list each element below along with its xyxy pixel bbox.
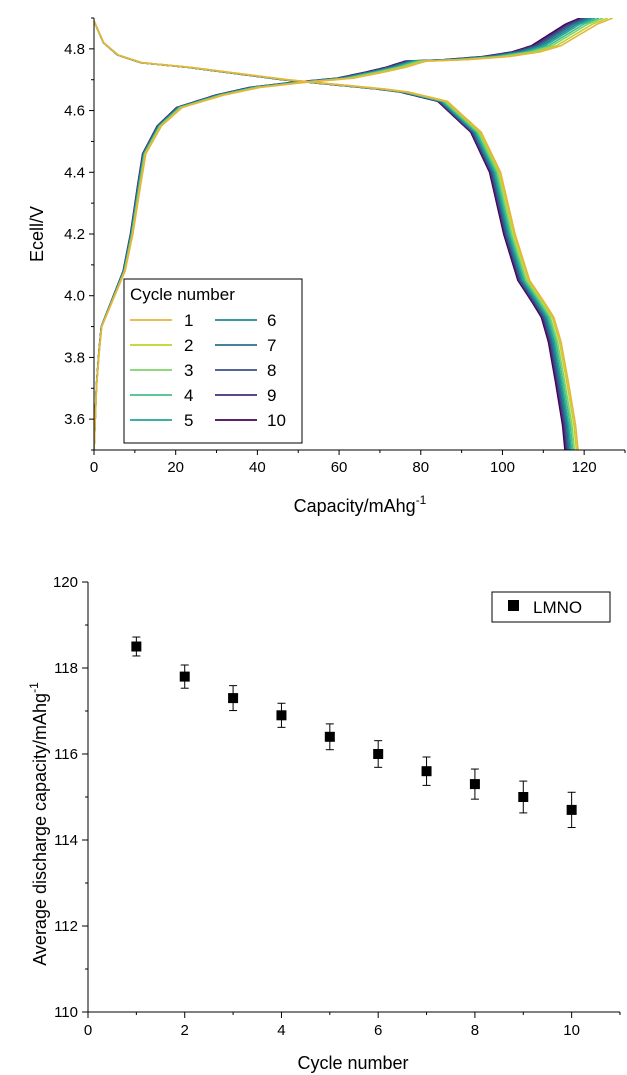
legend-box xyxy=(123,278,303,444)
data-point xyxy=(566,804,577,815)
data-point xyxy=(131,641,142,652)
y-tick-label: 118 xyxy=(54,660,78,677)
y-axis-label: Ecell/V xyxy=(27,206,47,262)
y-tick-label: 116 xyxy=(54,746,78,763)
y-tick-label: 3.6 xyxy=(64,411,85,428)
y-tick-label: 4.4 xyxy=(64,164,85,181)
x-tick-label: 20 xyxy=(167,459,184,476)
discharge-curve-1 xyxy=(94,20,579,450)
y-tick-label: 4.8 xyxy=(64,41,85,58)
legend-label-5: 5 xyxy=(184,411,193,430)
voltage-capacity-panel: 0 20 40 60 80 100 120 3.6 3.8 4.0 4.2 4.4 4.6 4.8 Cyc… xyxy=(27,17,626,516)
legend-label-7: 7 xyxy=(267,336,276,355)
legend-label-10: 10 xyxy=(267,411,286,430)
y-tick-label: 3.8 xyxy=(64,349,85,366)
x-tick-label: 0 xyxy=(84,1022,92,1039)
x-tick-label: 80 xyxy=(412,459,429,476)
legend-label-4: 4 xyxy=(184,386,193,405)
y-tick-label: 4.0 xyxy=(64,288,85,305)
data-point xyxy=(324,731,335,742)
x-tick-label: 60 xyxy=(331,459,348,476)
voltage-axes: 0 20 40 60 80 100 120 3.6 3.8 4.0 4.2 4.4 4.6 4.8 xyxy=(64,17,626,476)
y-tick-label: 110 xyxy=(54,1004,78,1021)
x-tick-label: 10 xyxy=(563,1022,580,1039)
x-tick-label: 4 xyxy=(277,1022,285,1039)
data-point xyxy=(469,779,480,790)
x-tick-label: 0 xyxy=(90,459,98,476)
data-point xyxy=(179,671,190,682)
x-tick-label: 8 xyxy=(471,1022,479,1039)
legend-label-2: 2 xyxy=(184,336,193,355)
x-tick-label: 100 xyxy=(490,459,515,476)
data-point xyxy=(421,766,432,777)
legend-label-1: 1 xyxy=(184,311,193,330)
legend-label-8: 8 xyxy=(267,361,276,380)
legend-label-6: 6 xyxy=(267,311,276,330)
y-tick-label: 112 xyxy=(54,918,78,935)
y-axis-label: Average discharge capacity/mAhg-1 xyxy=(27,682,50,966)
charge-curve-1 xyxy=(94,18,614,450)
legend-title: Cycle number xyxy=(130,285,235,304)
y-tick-label: 120 xyxy=(53,574,78,591)
legend-label: LMNO xyxy=(533,598,582,617)
data-point xyxy=(518,792,529,802)
legend-label-9: 9 xyxy=(267,386,276,405)
x-tick-label: 40 xyxy=(249,459,266,476)
data-point xyxy=(276,710,287,721)
voltage-curves xyxy=(94,18,614,450)
x-tick-label: 2 xyxy=(181,1022,189,1039)
y-tick-label: 4.6 xyxy=(64,103,85,120)
x-axis-label: Capacity/mAhg-1 xyxy=(294,493,427,516)
cycle-legend: Cycle number 1 2 3 4 5 6 7 8 9 10 xyxy=(123,278,303,444)
data-point xyxy=(228,693,239,704)
legend-marker xyxy=(508,600,519,611)
discharge-capacity-panel: 0 2 4 6 8 10 110 112 114 116 118 120 LMNO Cycle num… xyxy=(27,574,621,1073)
capacity-points xyxy=(131,636,577,829)
x-tick-label: 120 xyxy=(572,459,597,476)
lmno-legend: LMNO xyxy=(491,591,611,623)
x-axis-label: Cycle number xyxy=(297,1053,408,1073)
x-tick-label: 6 xyxy=(374,1022,382,1039)
capacity-axes: 0 2 4 6 8 10 110 112 114 116 118 120 xyxy=(53,574,621,1039)
legend-label-3: 3 xyxy=(184,361,193,380)
data-point xyxy=(373,749,384,759)
y-tick-label: 4.2 xyxy=(64,226,85,243)
y-tick-label: 114 xyxy=(54,832,78,849)
